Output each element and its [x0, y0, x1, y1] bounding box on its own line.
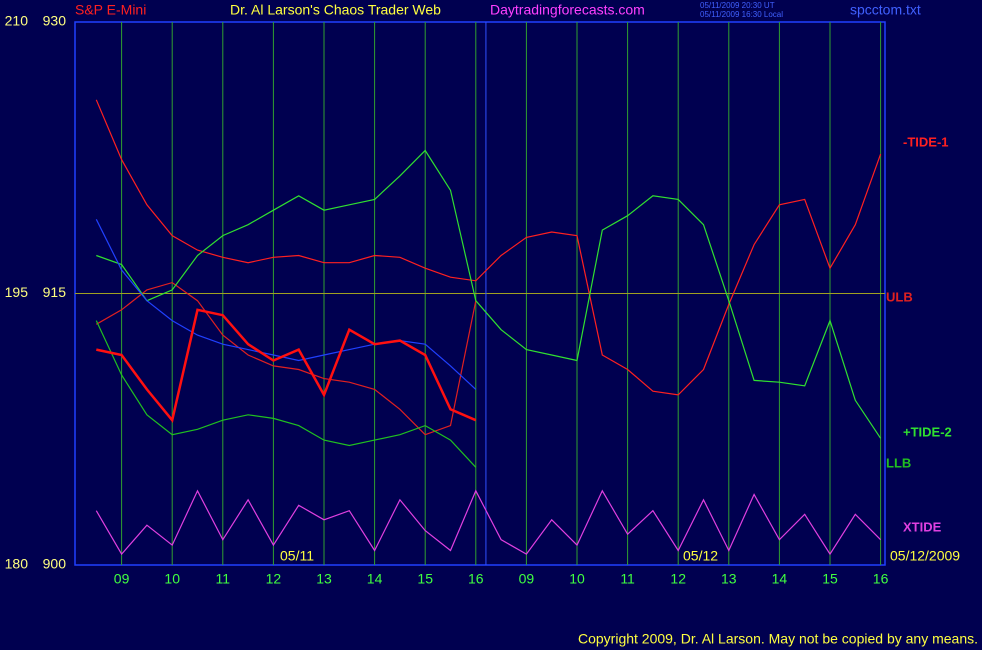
series-line — [96, 308, 477, 423]
series-line — [95, 489, 882, 556]
x-tick-label: 15 — [417, 571, 433, 587]
series-label: XTIDE — [903, 519, 942, 534]
series-label: LLB — [886, 455, 911, 470]
x-tick-label: 11 — [216, 571, 231, 587]
series-line — [95, 99, 882, 396]
file-name: spcctom.txt — [850, 2, 921, 18]
x-tick-label: 15 — [822, 571, 838, 587]
x-tick-label: 13 — [721, 571, 737, 587]
x-tick-label: 14 — [772, 571, 788, 587]
y2-tick-label: 210 — [5, 13, 29, 29]
x-tick-label: 16 — [873, 571, 889, 587]
y2-tick-label: 195 — [5, 284, 29, 300]
x-tick-label: 12 — [670, 571, 686, 587]
series-label: -TIDE-1 — [903, 134, 949, 149]
timestamp: 05/11/2009 20:30 UT — [700, 1, 775, 10]
x-tick-label: 09 — [114, 571, 130, 587]
y-tick-label: 900 — [43, 556, 67, 572]
x-tick-label: 10 — [164, 571, 180, 587]
y-tick-label: 930 — [43, 13, 67, 29]
series-line — [96, 281, 477, 436]
y-tick-label: 915 — [43, 284, 67, 300]
y2-tick-label: 180 — [5, 556, 29, 572]
x-tick-label: 09 — [519, 571, 535, 587]
x-tick-label: 10 — [569, 571, 585, 587]
chart-title: Dr. Al Larson's Chaos Trader Web — [230, 2, 441, 18]
x-tick-label: 13 — [316, 571, 332, 587]
date-label: 05/11 — [280, 548, 314, 564]
x-tick-label: 14 — [367, 571, 383, 587]
x-tick-label: 11 — [620, 571, 635, 587]
series-line — [96, 149, 882, 439]
x-tick-label: 16 — [468, 571, 484, 587]
series-label: ULB — [886, 289, 913, 304]
series-line — [95, 219, 477, 390]
copyright: Copyright 2009, Dr. Al Larson. May not b… — [578, 631, 978, 647]
instrument: S&P E-Mini — [75, 2, 146, 18]
timestamp: 05/11/2009 16:30 Local — [700, 10, 783, 19]
x-tick-label: 12 — [266, 571, 282, 587]
date-label: 05/12 — [683, 548, 718, 564]
series-label: +TIDE-2 — [903, 424, 952, 439]
date-label: 05/12/2009 — [890, 548, 960, 564]
site: Daytradingforecasts.com — [490, 2, 645, 18]
series-line — [95, 320, 477, 468]
